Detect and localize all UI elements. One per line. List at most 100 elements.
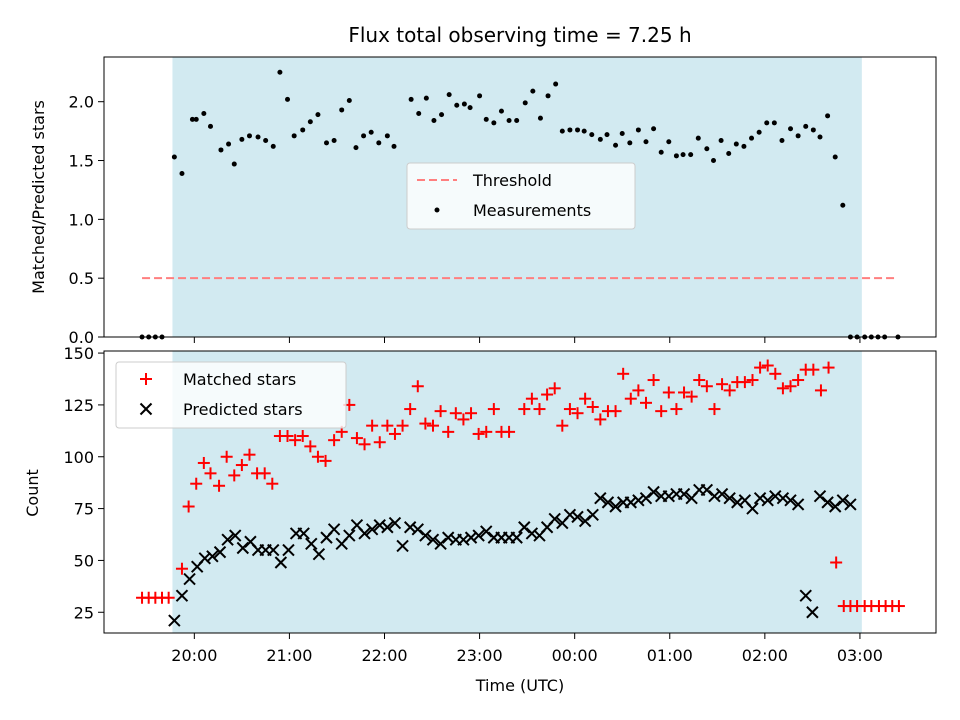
measurement-point: [666, 139, 672, 145]
measurement-point: [643, 139, 649, 145]
measurement-point: [193, 116, 199, 122]
matched-star-point: [266, 477, 279, 490]
measurement-point: [277, 69, 283, 75]
predicted-star-point: [365, 523, 379, 536]
matched-star-point: [807, 363, 820, 376]
matched-star-point: [563, 403, 576, 416]
measurement-point: [658, 149, 664, 155]
matched-star-point: [204, 467, 217, 480]
predicted-star-point: [799, 589, 812, 602]
matched-star-point: [442, 425, 455, 438]
measurement-point: [688, 152, 694, 158]
matched-star-point: [373, 436, 386, 449]
measurement-point: [255, 134, 261, 140]
measurement-point: [710, 158, 716, 164]
matched-star-point: [396, 419, 409, 432]
predicted-star-point: [381, 521, 394, 534]
measurement-point: [537, 115, 543, 121]
measurement-point: [756, 129, 762, 135]
predicted-star-point: [168, 614, 181, 627]
predicted-star-point: [609, 500, 622, 513]
matched-star-point: [761, 359, 774, 372]
ratio-legend: Threshold Measurements: [406, 162, 636, 230]
predicted-star-point: [806, 606, 819, 619]
ratio-x-ticks: [193, 337, 861, 343]
measurement-point: [416, 110, 422, 116]
matched-star-point: [738, 376, 751, 389]
predicted-star-point: [388, 516, 402, 530]
count-legend: Matched stars Predicted stars: [115, 361, 347, 429]
measurement-point: [651, 126, 657, 132]
matched-star-point: [258, 467, 271, 480]
matched-star-point: [708, 403, 721, 416]
predicted-star-point: [396, 539, 409, 553]
matched-star-point: [182, 500, 195, 513]
measurement-point: [231, 161, 237, 167]
measurement-point: [491, 120, 497, 126]
matched-star-point: [235, 459, 248, 472]
matched-star-point: [617, 367, 630, 380]
measurement-point: [575, 127, 581, 133]
matched-star-point: [556, 419, 569, 432]
predicted-star-point: [836, 494, 850, 507]
measurement-point: [567, 127, 573, 133]
ratio-panel: 0.00.51.01.52.0 Matched/Predicted stars …: [29, 56, 937, 347]
predicted-star-point: [776, 492, 790, 505]
predicted-star-point: [761, 494, 774, 507]
matched-star-point: [472, 427, 485, 440]
y-tick-label: 1.0: [69, 210, 94, 229]
matched-star-point: [716, 378, 729, 391]
measurement-point: [368, 129, 374, 135]
predicted-star-point: [442, 531, 455, 544]
measurement-point: [832, 154, 838, 160]
ratio-legend-box: [406, 162, 636, 230]
measurement-point: [559, 128, 565, 134]
measurement-point: [619, 130, 625, 136]
measurement-point: [530, 88, 536, 94]
matched-star-point: [328, 434, 341, 447]
y-tick-label: 100: [63, 448, 94, 467]
measurement-point: [803, 123, 809, 129]
predicted-star-point: [312, 547, 326, 561]
matched-star-point: [830, 556, 843, 569]
predicted-star-point: [221, 533, 234, 546]
matched-star-point: [381, 419, 394, 432]
measurement-point: [477, 93, 483, 99]
matched-star-point: [457, 413, 470, 426]
predicted-star-point: [624, 496, 637, 509]
measurement-point: [545, 93, 551, 99]
matched-star-point: [571, 407, 584, 420]
predicted-star-point: [548, 512, 561, 526]
matched-star-point: [162, 591, 175, 604]
measurement-point: [498, 108, 504, 114]
matched-star-point: [426, 419, 439, 432]
measurement-point: [376, 140, 382, 146]
measurement-point: [589, 132, 595, 138]
measurement-point: [446, 92, 452, 98]
matched-star-point: [624, 392, 637, 405]
predicted-star-point: [731, 496, 744, 509]
matched-star-point: [586, 400, 599, 413]
measurement-point: [840, 202, 846, 208]
matched-star-point: [503, 425, 516, 438]
measurement-point: [635, 127, 641, 133]
predicted-star-point: [708, 489, 721, 503]
matched-star-point: [655, 405, 668, 418]
matched-star-point: [784, 380, 797, 393]
x-tick-label: 00:00: [552, 646, 598, 665]
predicted-star-point: [594, 492, 607, 505]
measurement-point: [307, 119, 313, 125]
predicted-star-point: [632, 494, 645, 507]
predicted-star-point: [403, 521, 417, 534]
matched-star-point: [358, 438, 371, 451]
matched-star-point: [792, 374, 805, 387]
legend-threshold-label: Threshold: [472, 171, 552, 190]
legend-predicted-label: Predicted stars: [183, 400, 303, 419]
predicted-star-point: [206, 550, 219, 563]
predicted-star-point: [586, 508, 599, 522]
matched-star-point: [518, 403, 531, 416]
count-legend-box: [115, 361, 347, 429]
predicted-star-point: [229, 529, 242, 542]
matched-star-point: [281, 430, 294, 443]
